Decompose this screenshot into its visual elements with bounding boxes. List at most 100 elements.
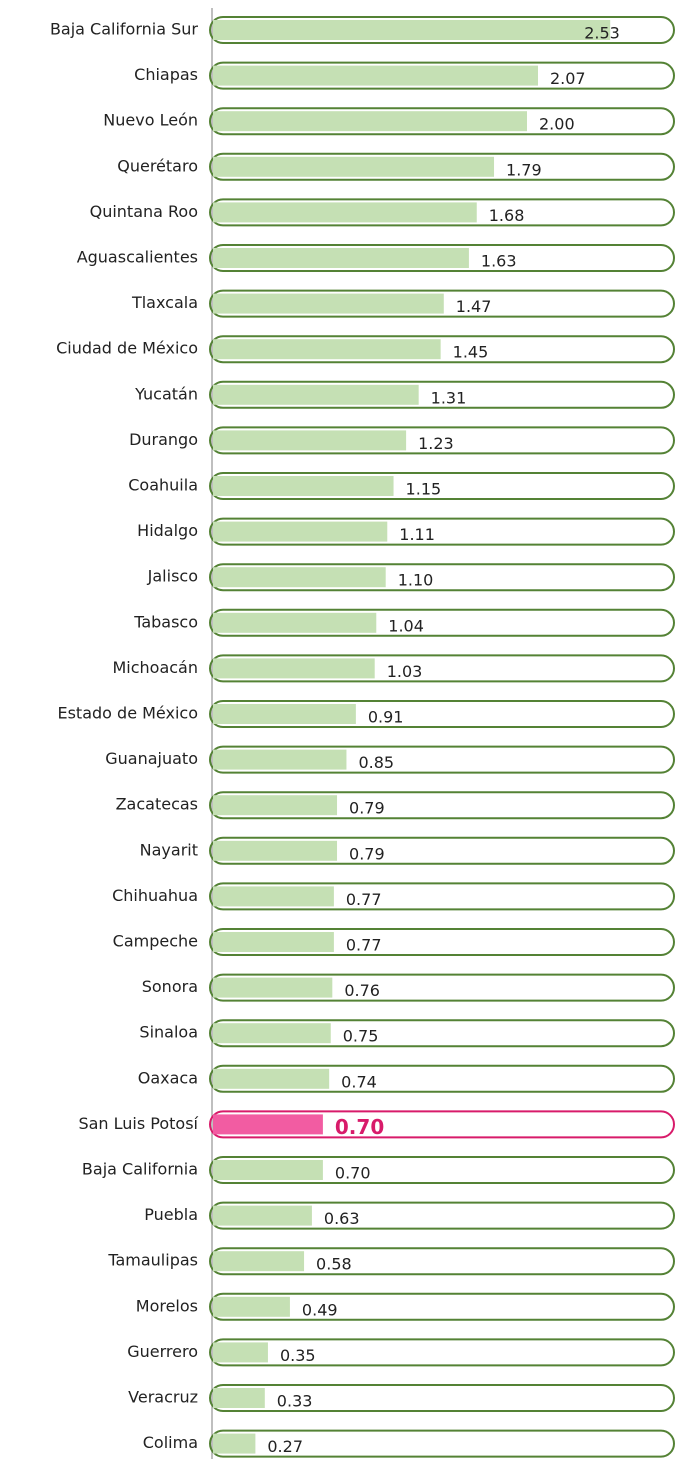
bar-frame [209,1201,675,1230]
value-label: 1.79 [506,160,542,179]
bar [213,977,333,998]
bar [213,476,394,496]
y-tick-label: Baja California Sur [50,20,198,39]
value-label: 2.00 [539,115,575,134]
y-tick-label: Tabasco [133,612,198,631]
bar-frame [209,836,675,865]
bar [213,1023,331,1044]
bar-frame [209,152,675,181]
bar [213,840,338,861]
bar-frame [209,791,675,820]
y-tick-label: Estado de México [57,704,198,723]
bar [213,749,347,770]
y-tick-label: Morelos [136,1296,198,1315]
y-tick-label: Guanajuato [105,749,198,768]
y-tick-label: Veracruz [128,1388,198,1407]
bar-frame [209,928,675,956]
y-tick-label: Tamaulipas [107,1251,198,1270]
bar [213,1342,268,1363]
value-label: 1.15 [406,480,442,499]
y-tick-label: Nuevo León [103,111,198,130]
y-tick-label: Oaxaca [138,1068,198,1087]
value-label: 0.70 [335,1115,384,1139]
value-label: 0.77 [346,890,382,909]
bar [213,658,375,679]
bar [213,202,477,223]
bar-frame [209,1429,675,1458]
value-label: 0.58 [316,1255,352,1274]
bar-frame [209,426,675,455]
value-label: 0.49 [302,1300,338,1319]
value-label: 2.53 [584,24,620,43]
value-label: 0.75 [343,1027,379,1046]
bar-frame [209,107,675,136]
bar-frame [209,882,675,911]
y-tick-label: Nayarit [140,840,198,859]
bar-frame [209,1156,675,1184]
bar [213,1205,312,1226]
bar-frame [209,608,675,637]
value-label: 1.03 [387,662,423,681]
bar [213,65,538,86]
y-tick-label: Sinaloa [139,1023,198,1042]
value-label: 0.35 [280,1346,316,1365]
bar [213,567,386,588]
value-label: 0.63 [324,1209,360,1228]
bar-frame [209,472,675,500]
bar-frame [209,1384,675,1412]
value-label: 0.79 [349,844,385,863]
bar [213,111,527,132]
value-label: 2.07 [550,69,586,88]
y-tick-label: Colima [143,1433,198,1452]
y-tick-label: Quintana Roo [90,202,198,221]
y-tick-label: Jalisco [147,567,198,586]
bar [213,430,407,451]
bar-frame [209,198,675,227]
bar-frame [209,973,675,1002]
bar-frame [209,1247,675,1276]
bar-frame [209,1019,675,1048]
bar-frame [209,380,675,409]
bar-frame [209,563,675,592]
value-label: 0.33 [277,1392,313,1411]
y-tick-label: Guerrero [127,1342,198,1361]
bar [213,1388,265,1408]
y-tick-label: Coahuila [128,476,198,495]
value-label: 1.68 [489,206,525,225]
y-tick-label: Baja California [82,1160,198,1179]
value-label: 1.47 [456,297,492,316]
value-label: 0.74 [341,1072,377,1091]
y-tick-label: Hidalgo [137,521,198,540]
bar [213,521,388,542]
bar [213,932,334,952]
value-label: 1.04 [388,616,424,635]
bar [213,886,334,907]
value-label: 1.10 [398,571,434,590]
bar [213,1433,256,1454]
value-label: 1.23 [418,434,454,453]
y-tick-label: Puebla [144,1205,198,1224]
bar-frame [209,517,675,546]
bar [213,293,444,314]
bar [213,156,495,177]
bar [213,248,469,268]
y-tick-label: Aguascalientes [77,248,198,267]
y-tick-label: Durango [129,430,198,449]
value-label: 0.77 [346,936,382,955]
value-label: 0.85 [358,753,394,772]
bar-frame [209,244,675,272]
value-label: 1.45 [453,343,489,362]
bar [213,1251,305,1272]
bar-frame [209,1110,675,1139]
value-label: 0.76 [344,981,380,1000]
value-label: 0.27 [267,1437,303,1456]
bar [213,20,611,40]
bar [213,384,419,405]
bar-frame [209,654,675,683]
bar-frame [209,1292,675,1321]
y-tick-label: Chihuahua [112,886,198,905]
bar-frame [209,16,675,44]
y-tick-label: Zacatecas [116,795,198,814]
bar [213,1068,330,1089]
y-tick-label: Tlaxcala [131,293,198,312]
